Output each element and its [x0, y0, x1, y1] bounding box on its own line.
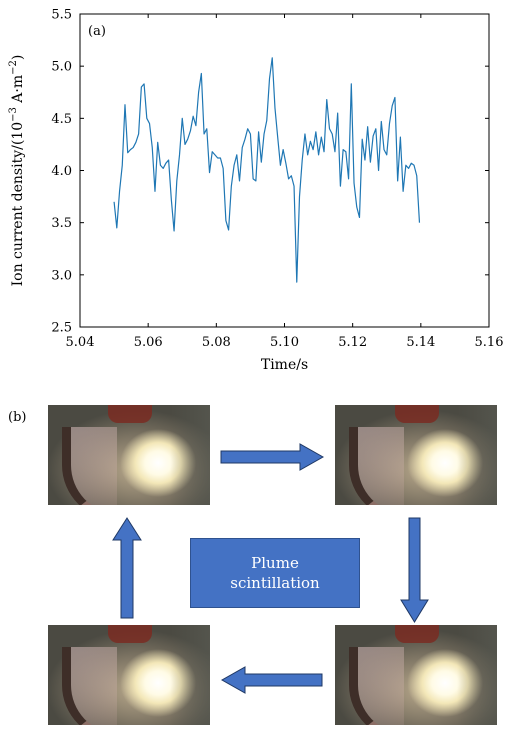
- plume-photo-top-right: [335, 405, 497, 505]
- plot-frame: [79, 13, 490, 328]
- x-tick-label: 5.14: [406, 335, 435, 350]
- y-axis-label-exponent: −2: [8, 60, 19, 75]
- arrow-down: [400, 517, 429, 623]
- y-tick-label: 3.5: [51, 216, 72, 231]
- arrow-up: [112, 517, 142, 619]
- y-tick-label: 4.5: [51, 112, 72, 127]
- x-axis-label: Time/s: [261, 357, 308, 373]
- y-axis-label: Ion current density/(10−3 A·m−2): [8, 55, 26, 287]
- plume-label-line2: scintillation: [230, 574, 320, 592]
- y-axis-label-part: Ion current density/(10: [10, 122, 26, 287]
- x-tick-label: 5.08: [202, 335, 231, 350]
- x-tick-label: 5.06: [134, 335, 163, 350]
- panel-a-label: (a): [88, 24, 106, 39]
- panel-b-label: (b): [8, 410, 27, 425]
- y-axis-label-part: ): [10, 55, 26, 60]
- arrow-left: [220, 666, 323, 694]
- plot-area: 5.04 5.06 5.08 5.10 5.12 5.14 5.16 2.5 3.0 3.5 4.0…: [8, 8, 503, 374]
- y-tick-label: 5.5: [51, 8, 72, 23]
- y-axis-label-part: A·m: [10, 75, 26, 107]
- plume-photo-top-left: [48, 405, 210, 505]
- y-tick-label: 4.0: [51, 164, 72, 179]
- plume-scintillation-box: Plume scintillation: [190, 538, 360, 608]
- panel-b: [112, 443, 429, 694]
- x-tick-label: 5.04: [66, 335, 95, 350]
- y-tick-label: 2.5: [51, 321, 72, 336]
- plume-label-line1: Plume: [251, 554, 299, 572]
- y-tick-label: 3.0: [51, 268, 72, 283]
- plume-photo-bottom-right: [335, 625, 497, 725]
- x-tick-label: 5.16: [475, 335, 504, 350]
- ion-current-series-line: [113, 57, 421, 283]
- y-axis-label-exponent: −3: [8, 107, 19, 122]
- x-tick-label: 5.12: [338, 335, 367, 350]
- y-tick-label: 5.0: [51, 60, 72, 75]
- arrow-right: [220, 443, 325, 471]
- plume-photo-bottom-left: [48, 625, 210, 725]
- x-tick-label: 5.10: [270, 335, 299, 350]
